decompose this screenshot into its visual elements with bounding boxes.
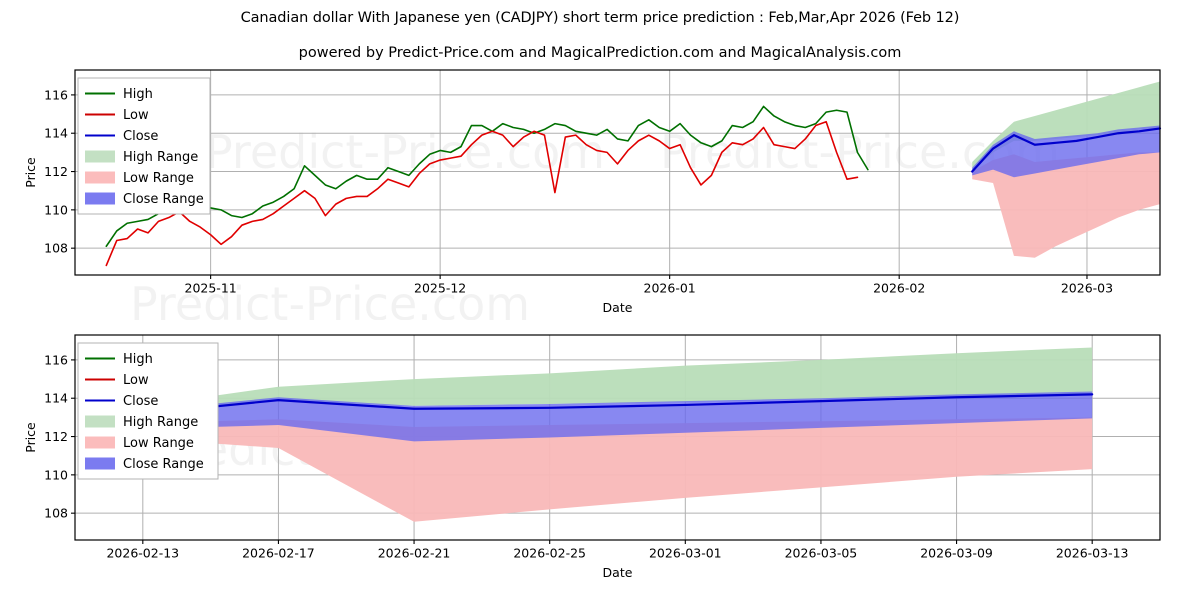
y-axis-label: Price (23, 157, 38, 188)
y-tick-label: 114 (44, 391, 68, 406)
page-subtitle: powered by Predict-Price.com and Magical… (298, 45, 902, 61)
y-axis: 108 110 112 114 116 (44, 87, 75, 256)
bottom-chart-svg: Predict-Price.comPredict-Price.com108110… (23, 334, 1161, 580)
legend-key-patch (85, 192, 115, 205)
band-high-range (142, 347, 1093, 414)
legend-key-patch (85, 415, 115, 428)
legend-key-patch (85, 457, 115, 470)
y-tick-label: 108 (44, 506, 68, 521)
y-tick-label: 116 (44, 352, 68, 367)
y-tick-label: 112 (44, 429, 68, 444)
watermark-text: Predict-Price.com (130, 277, 530, 320)
legend-label: Low (123, 108, 149, 123)
x-tick-label: 2026-02-21 (378, 546, 451, 561)
legend-box (77, 342, 219, 480)
y-axis: 108 110 112 114 116 (44, 352, 75, 521)
legend-key-patch (85, 150, 115, 163)
y-tick-label: 108 (44, 241, 68, 256)
top-chart-panel: Predict-Price.com Predict-Price.com Predic… (23, 69, 1162, 320)
x-tick-label: 2026-03 (1061, 281, 1113, 296)
legend-label: Close Range (123, 457, 204, 472)
y-tick-label: 116 (44, 87, 68, 102)
x-tick-label: 2026-03-01 (649, 546, 722, 561)
page-title: Canadian dollar With Japanese yen (CADJP… (240, 10, 960, 26)
legend-label: High (123, 87, 153, 102)
plot-frame (74, 334, 1161, 541)
y-tick-label: 110 (44, 467, 68, 482)
legend-label: High Range (123, 415, 198, 430)
x-tick-label: 2025-11 (185, 281, 237, 296)
legend-label: Low Range (123, 171, 194, 186)
x-tick-label: 2026-01 (644, 281, 696, 296)
range-bands (142, 347, 1093, 522)
x-tick-label: 2026-03-13 (1056, 546, 1129, 561)
legend-key-patch (85, 436, 115, 449)
x-tick-label: 2025-12 (414, 281, 466, 296)
legend-label: High (123, 352, 153, 367)
series-line-low (105, 120, 859, 267)
legend-label: Close (123, 129, 158, 144)
legend-label: Low (123, 373, 149, 388)
series-lines (141, 393, 1094, 415)
legend-label: Close Range (123, 192, 204, 207)
series-lines (105, 105, 1162, 267)
x-tick-label: 2026-02-17 (242, 546, 315, 561)
y-tick-label: 110 (44, 202, 68, 217)
bottom-chart-panel: Predict-Price.comPredict-Price.com108110… (0, 320, 1200, 600)
x-tick-label: 2026-02 (873, 281, 925, 296)
legend-box (77, 77, 211, 215)
legend-label: High Range (123, 150, 198, 165)
y-tick-label: 112 (44, 164, 68, 179)
x-tick-label: 2026-03-05 (785, 546, 858, 561)
plot-frame (74, 69, 1161, 276)
band-close-range (142, 391, 1093, 442)
band-low-range (142, 417, 1093, 522)
series-line-close (141, 393, 1094, 415)
x-tick-label: 2026-02-13 (106, 546, 179, 561)
watermark-text: Predict-Price.com (205, 125, 605, 179)
x-tick-label: 2026-03-09 (920, 546, 993, 561)
x-axis-label: Date (603, 565, 633, 580)
y-tick-label: 114 (44, 126, 68, 141)
legend-key-patch (85, 171, 115, 184)
chart-legend: High Low Close High Range Low Range Close Ran… (77, 342, 219, 480)
x-tick-label: 2026-02-25 (513, 546, 586, 561)
x-axis: 2025-11 2025-12 2026-01 2026-02 2026-03 (185, 275, 1113, 296)
band-low-range (972, 152, 1160, 258)
band-high-range (972, 81, 1160, 172)
legend-label: Close (123, 394, 158, 409)
range-bands (972, 81, 1160, 258)
x-axis: 2026-02-13 2026-02-17 2026-02-21 2026-02-25… (106, 540, 1129, 561)
legend-label: Low Range (123, 436, 194, 451)
series-line-high (105, 105, 869, 248)
chart-legend: High Low Close High Range Low Range Close Ran… (77, 77, 211, 215)
top-chart-svg: Predict-Price.com Predict-Price.comPredic… (23, 69, 1162, 320)
y-axis-label: Price (23, 422, 38, 453)
series-line-close (971, 127, 1162, 173)
x-axis-label: Date (603, 300, 633, 315)
